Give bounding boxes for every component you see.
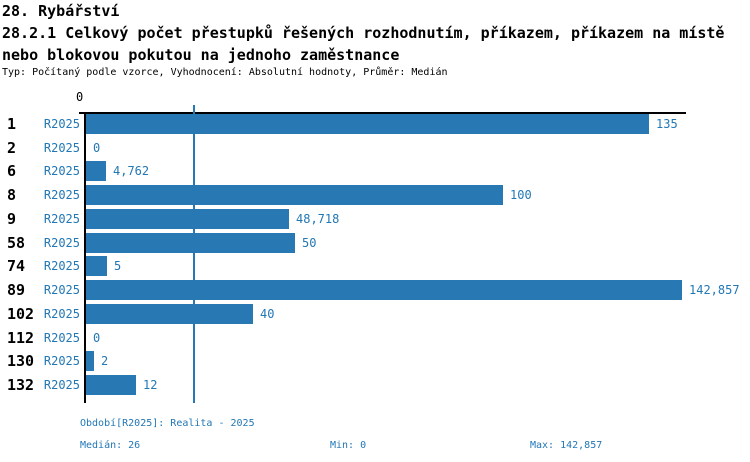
chart-title-line1: 28.2.1 Celkový počet přestupků řešených … [2, 24, 725, 42]
row-series-label: R2025 [43, 307, 80, 321]
row-category-label: 8 [7, 186, 17, 204]
value-bar [86, 304, 253, 324]
row-series-label: R2025 [43, 378, 80, 392]
row-category-label: 112 [7, 329, 35, 347]
value-bar [86, 233, 295, 253]
row-series-label: R2025 [43, 164, 80, 178]
chart-row: 89 R2025 142,857 [0, 280, 750, 300]
report-section-title: 28. Rybářství [2, 2, 120, 20]
row-series-label: R2025 [43, 188, 80, 202]
x-axis-line [79, 112, 686, 114]
chart-row: 58 R2025 50 [0, 233, 750, 253]
value-bar [86, 280, 682, 300]
row-category-label: 89 [7, 281, 26, 299]
chart-row: 8 R2025 100 [0, 185, 750, 205]
row-category-label: 102 [7, 305, 35, 323]
row-category-label: 130 [7, 352, 35, 370]
chart-meta-info: Typ: Počítaný podle vzorce, Vyhodnocení:… [2, 67, 448, 78]
chart-row: 132 R2025 12 [0, 375, 750, 395]
chart-row: 74 R2025 5 [0, 256, 750, 276]
value-bar [86, 114, 649, 134]
value-bar [86, 375, 136, 395]
chart-row: 1 R2025 135 [0, 114, 750, 134]
period-caption: Období[R2025]: Realita - 2025 [80, 418, 255, 429]
value-bar [86, 256, 107, 276]
row-category-label: 132 [7, 376, 35, 394]
row-series-label: R2025 [43, 331, 80, 345]
chart-row: 102 R2025 40 [0, 304, 750, 324]
stat-median: Medián: 26 [80, 440, 141, 451]
chart-row: 2 R2025 0 [0, 138, 750, 158]
bar-value-label: 50 [302, 236, 317, 250]
chart-title-line2: nebo blokovou pokutou na jednoho zaměstn… [2, 46, 400, 64]
bar-value-label: 48,718 [296, 212, 340, 226]
row-series-label: R2025 [43, 212, 80, 226]
stat-min: Min: 0 [330, 440, 367, 451]
row-series-label: R2025 [43, 259, 80, 273]
value-bar [86, 209, 289, 229]
bar-value-label: 142,857 [689, 283, 740, 297]
bar-value-label: 2 [101, 354, 109, 368]
bar-value-label: 0 [93, 141, 101, 155]
value-bar [86, 351, 94, 371]
row-category-label: 1 [7, 115, 17, 133]
row-series-label: R2025 [43, 283, 80, 297]
row-category-label: 9 [7, 210, 17, 228]
bar-value-label: 0 [93, 331, 101, 345]
row-category-label: 74 [7, 257, 26, 275]
row-series-label: R2025 [43, 236, 80, 250]
bar-value-label: 4,762 [113, 164, 150, 178]
median-reference-line [193, 105, 195, 403]
row-series-label: R2025 [43, 117, 80, 131]
bar-value-label: 12 [143, 378, 158, 392]
chart-row: 6 R2025 4,762 [0, 161, 750, 181]
row-category-label: 58 [7, 234, 26, 252]
bar-value-label: 100 [510, 188, 532, 202]
row-series-label: R2025 [43, 141, 80, 155]
y-axis-line [84, 112, 86, 403]
chart-row: 130 R2025 2 [0, 351, 750, 371]
row-category-label: 6 [7, 162, 17, 180]
bar-value-label: 5 [114, 259, 122, 273]
stat-max: Max: 142,857 [530, 440, 603, 451]
value-bar [86, 185, 503, 205]
x-axis-zero-tick-label: 0 [76, 90, 84, 104]
bar-value-label: 40 [260, 307, 275, 321]
chart-row: 9 R2025 48,718 [0, 209, 750, 229]
row-category-label: 2 [7, 139, 17, 157]
bar-value-label: 135 [656, 117, 678, 131]
row-series-label: R2025 [43, 354, 80, 368]
chart-row: 112 R2025 0 [0, 328, 750, 348]
value-bar [86, 161, 106, 181]
